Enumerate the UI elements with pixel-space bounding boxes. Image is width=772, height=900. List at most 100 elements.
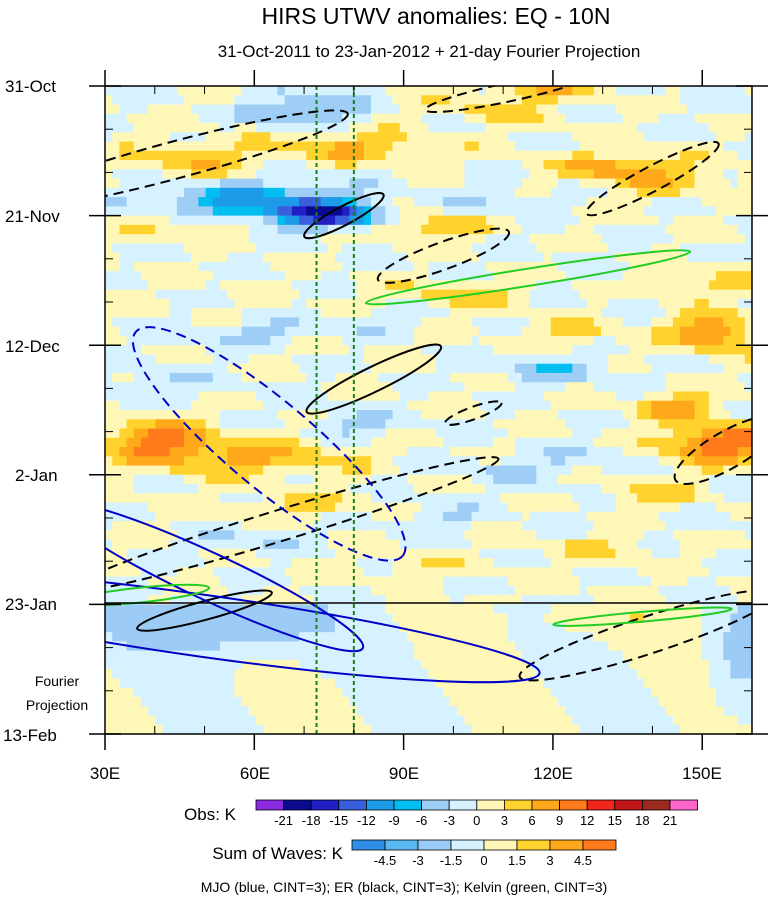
anomaly-cell bbox=[399, 391, 408, 402]
anomaly-cell bbox=[162, 447, 171, 457]
anomaly-cell bbox=[658, 511, 667, 522]
anomaly-cell bbox=[557, 261, 566, 272]
anomaly-cell bbox=[737, 484, 746, 494]
anomaly-cell bbox=[500, 215, 509, 226]
anomaly-cell bbox=[133, 567, 142, 578]
anomaly-cell bbox=[148, 502, 156, 513]
anomaly-cell bbox=[277, 86, 286, 96]
anomaly-cell bbox=[105, 187, 113, 198]
anomaly-cell bbox=[543, 521, 552, 531]
anomaly-cell bbox=[284, 548, 293, 559]
anomaly-cell bbox=[672, 280, 681, 291]
anomaly-cell bbox=[291, 160, 300, 170]
anomaly-cell bbox=[241, 224, 250, 235]
anomaly-cell bbox=[478, 141, 487, 152]
anomaly-cell bbox=[270, 123, 279, 133]
anomaly-cell bbox=[284, 104, 293, 115]
anomaly-cell bbox=[385, 206, 394, 217]
anomaly-cell bbox=[565, 215, 573, 226]
anomaly-cell bbox=[608, 86, 617, 96]
anomaly-cell bbox=[148, 150, 156, 161]
anomaly-cell bbox=[227, 298, 235, 309]
anomaly-cell bbox=[241, 252, 250, 263]
anomaly-cell bbox=[644, 280, 652, 291]
anomaly-cell bbox=[406, 521, 415, 531]
anomaly-cell bbox=[148, 585, 156, 596]
anomaly-cell bbox=[442, 132, 451, 143]
anomaly-cell bbox=[658, 150, 667, 161]
anomaly-cell bbox=[665, 86, 674, 96]
anomaly-cell bbox=[680, 113, 688, 124]
anomaly-cell bbox=[284, 511, 293, 522]
anomaly-cell bbox=[148, 104, 156, 115]
anomaly-cell bbox=[550, 363, 559, 374]
anomaly-cell bbox=[565, 530, 573, 541]
anomaly-cell bbox=[464, 354, 473, 365]
anomaly-cell bbox=[550, 502, 559, 513]
anomaly-cell bbox=[234, 289, 243, 300]
anomaly-cell bbox=[327, 419, 336, 430]
anomaly-cell bbox=[291, 215, 300, 226]
anomaly-cell bbox=[234, 243, 243, 254]
anomaly-cell bbox=[370, 252, 379, 263]
anomaly-cell bbox=[730, 465, 739, 476]
anomaly-cell bbox=[457, 391, 466, 402]
anomaly-cell bbox=[119, 484, 128, 494]
anomaly-cell bbox=[299, 178, 307, 189]
anomaly-cell bbox=[291, 224, 300, 235]
anomaly-cell bbox=[521, 484, 530, 494]
anomaly-cell bbox=[651, 585, 660, 596]
anomaly-cell bbox=[737, 456, 746, 467]
anomaly-cell bbox=[327, 317, 336, 328]
anomaly-cell bbox=[349, 576, 358, 587]
anomaly-cell bbox=[486, 474, 494, 485]
anomaly-cell bbox=[112, 363, 120, 374]
anomaly-cell bbox=[406, 132, 415, 143]
anomaly-cell bbox=[464, 558, 473, 568]
anomaly-cell bbox=[457, 484, 466, 494]
anomaly-cell bbox=[730, 335, 739, 346]
anomaly-cell bbox=[126, 521, 135, 531]
anomaly-cell bbox=[672, 95, 681, 106]
anomaly-cell bbox=[205, 141, 214, 152]
anomaly-cell bbox=[392, 511, 401, 522]
anomaly-cell bbox=[744, 502, 752, 513]
anomaly-cell bbox=[665, 456, 674, 467]
anomaly-cell bbox=[363, 400, 372, 411]
anomaly-cell bbox=[169, 150, 178, 161]
anomaly-cell bbox=[557, 187, 566, 198]
anomaly-cell bbox=[370, 86, 379, 96]
anomaly-cell bbox=[385, 150, 394, 161]
anomaly-cell bbox=[672, 400, 681, 411]
anomaly-cell bbox=[363, 437, 372, 448]
anomaly-cell bbox=[651, 298, 660, 309]
anomaly-cell bbox=[536, 289, 545, 300]
anomaly-cell bbox=[392, 576, 401, 587]
anomaly-cell bbox=[119, 298, 128, 309]
anomaly-cell bbox=[521, 123, 530, 133]
anomaly-cell bbox=[399, 95, 408, 106]
anomaly-cell bbox=[450, 298, 458, 309]
anomaly-cell bbox=[299, 363, 307, 374]
anomaly-cell bbox=[536, 410, 545, 420]
anomaly-cell bbox=[263, 548, 271, 559]
anomaly-cell bbox=[414, 595, 422, 605]
anomaly-cell bbox=[694, 206, 703, 217]
anomaly-cell bbox=[335, 410, 343, 420]
anomaly-cell bbox=[608, 456, 617, 467]
anomaly-cell bbox=[255, 113, 264, 124]
anomaly-cell bbox=[500, 484, 509, 494]
anomaly-cell bbox=[284, 484, 293, 494]
anomaly-cell bbox=[255, 271, 264, 281]
anomaly-cell bbox=[205, 428, 214, 439]
anomaly-cell bbox=[730, 410, 739, 420]
anomaly-cell bbox=[500, 280, 509, 291]
anomaly-cell bbox=[572, 558, 581, 568]
anomaly-cell bbox=[471, 234, 480, 244]
anomaly-cell bbox=[414, 141, 422, 152]
anomaly-cell bbox=[579, 354, 588, 365]
anomaly-cell bbox=[184, 298, 192, 309]
anomaly-cell bbox=[593, 243, 602, 254]
anomaly-cell bbox=[744, 271, 752, 281]
anomaly-cell bbox=[536, 132, 545, 143]
